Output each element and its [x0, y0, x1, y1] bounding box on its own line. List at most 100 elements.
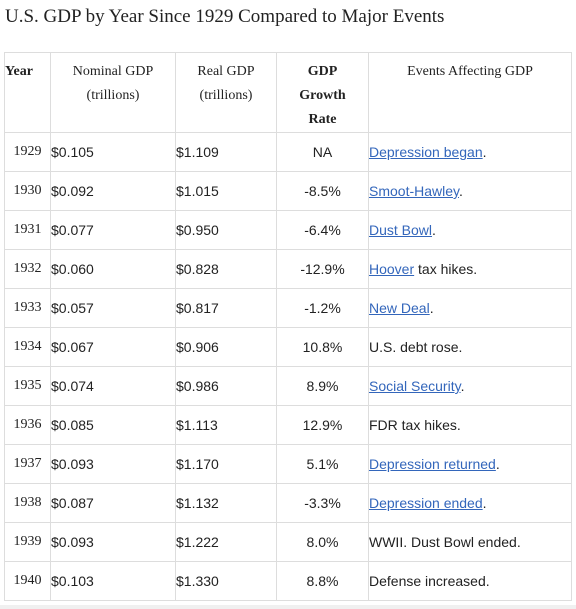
cell-year: 1938	[4, 483, 51, 523]
event-text: .	[482, 495, 487, 511]
event-link[interactable]: Depression ended	[369, 495, 483, 511]
cell-year: 1935	[4, 366, 51, 406]
cell-real-gdp: $1.330	[175, 561, 277, 601]
cell-year: 1936	[4, 405, 51, 445]
cell-real-gdp: $1.015	[175, 171, 277, 211]
cell-event: WWII. Dust Bowl ended.	[368, 522, 572, 562]
event-text: tax hikes.	[414, 261, 478, 277]
cell-event: Social Security.	[368, 366, 572, 406]
cell-event: U.S. debt rose.	[368, 327, 572, 367]
cell-real-gdp: $1.109	[175, 132, 277, 172]
header-events: Events Affecting GDP	[368, 52, 572, 133]
event-text: Defense increased.	[369, 573, 490, 589]
cell-event: Depression began.	[368, 132, 572, 172]
cell-nominal-gdp: $0.057	[50, 288, 176, 328]
header-year: Year	[4, 52, 51, 133]
cell-year: 1933	[4, 288, 51, 328]
page-title: U.S. GDP by Year Since 1929 Compared to …	[5, 6, 445, 27]
cell-growth-rate: -6.4%	[276, 210, 369, 250]
cell-growth-rate: 10.8%	[276, 327, 369, 367]
event-link[interactable]: Depression returned	[369, 456, 496, 472]
table-row: 1939 $0.093 $1.222 8.0% WWII. Dust Bowl ende…	[4, 522, 572, 562]
event-text: .	[432, 222, 436, 238]
cell-real-gdp: $0.828	[175, 249, 277, 289]
event-link[interactable]: Smoot-Hawley	[369, 183, 459, 199]
table-row: 1938 $0.087 $1.132 -3.3% Depression ended.	[4, 483, 572, 523]
cell-growth-rate: -1.2%	[276, 288, 369, 328]
cell-growth-rate: 8.8%	[276, 561, 369, 601]
event-text: .	[482, 144, 487, 160]
cell-nominal-gdp: $0.077	[50, 210, 176, 250]
event-link[interactable]: Hoover	[369, 261, 415, 277]
cell-year: 1929	[4, 132, 51, 172]
event-text: .	[495, 456, 500, 472]
cell-nominal-gdp: $0.093	[50, 444, 176, 484]
cell-event: Depression returned.	[368, 444, 572, 484]
header-real-gdp: Real GDP (trillions)	[175, 52, 277, 133]
cell-real-gdp: $0.986	[175, 366, 277, 406]
cell-event: Dust Bowl.	[368, 210, 572, 250]
cell-year: 1930	[4, 171, 51, 211]
event-link[interactable]: New Deal	[369, 300, 430, 316]
cell-year: 1937	[4, 444, 51, 484]
header-growth-rate: GDP Growth Rate	[276, 52, 369, 133]
cell-growth-rate: 5.1%	[276, 444, 369, 484]
cell-nominal-gdp: $0.060	[50, 249, 176, 289]
event-link[interactable]: Depression began	[369, 144, 483, 160]
cell-real-gdp: $1.132	[175, 483, 277, 523]
cell-real-gdp: $0.906	[175, 327, 277, 367]
cell-nominal-gdp: $0.103	[50, 561, 176, 601]
event-text: U.S. debt rose.	[369, 339, 463, 355]
event-text: .	[459, 183, 463, 199]
table-row: 1935 $0.074 $0.986 8.9% Social Security.	[4, 366, 572, 406]
cell-real-gdp: $1.222	[175, 522, 277, 562]
cell-real-gdp: $0.817	[175, 288, 277, 328]
cell-year: 1932	[4, 249, 51, 289]
cell-event: Hoover tax hikes.	[368, 249, 572, 289]
event-text: FDR tax hikes.	[369, 417, 461, 433]
event-text: WWII. Dust Bowl ended.	[369, 534, 521, 550]
cell-event: New Deal.	[368, 288, 572, 328]
cell-real-gdp: $1.113	[175, 405, 277, 445]
cell-nominal-gdp: $0.074	[50, 366, 176, 406]
table-row: 1933 $0.057 $0.817 -1.2% New Deal.	[4, 288, 572, 328]
cell-real-gdp: $0.950	[175, 210, 277, 250]
table-header-row: Year Nominal GDP (trillions) Real GDP (tri…	[4, 52, 572, 133]
table-row: 1931 $0.077 $0.950 -6.4% Dust Bowl.	[4, 210, 572, 250]
cell-nominal-gdp: $0.085	[50, 405, 176, 445]
cell-year: 1934	[4, 327, 51, 367]
event-text: .	[429, 300, 434, 316]
cell-growth-rate: -3.3%	[276, 483, 369, 523]
cell-growth-rate: 8.9%	[276, 366, 369, 406]
event-link[interactable]: Dust Bowl	[369, 222, 433, 238]
event-link[interactable]: Social Security	[369, 378, 461, 394]
cell-growth-rate: 8.0%	[276, 522, 369, 562]
cell-growth-rate: -8.5%	[276, 171, 369, 211]
table-row: 1940 $0.103 $1.330 8.8% Defense increased.	[4, 561, 572, 601]
table-row: 1937 $0.093 $1.170 5.1% Depression returned.	[4, 444, 572, 484]
cell-event: Defense increased.	[368, 561, 572, 601]
cell-nominal-gdp: $0.067	[50, 327, 176, 367]
cell-year: 1940	[4, 561, 51, 601]
table-row: 1934 $0.067 $0.906 10.8% U.S. debt rose.	[4, 327, 572, 367]
event-text: .	[460, 378, 465, 394]
cell-event: Smoot-Hawley.	[368, 171, 572, 211]
cell-growth-rate: 12.9%	[276, 405, 369, 445]
cell-event: FDR tax hikes.	[368, 405, 572, 445]
table-row: 1932 $0.060 $0.828 -12.9% Hoover tax hikes.	[4, 249, 572, 289]
table-row: 1936 $0.085 $1.113 12.9% FDR tax hikes.	[4, 405, 572, 445]
table-row: 1929 $0.105 $1.109 NA Depression began.	[4, 132, 572, 172]
cell-year: 1939	[4, 522, 51, 562]
cell-year: 1931	[4, 210, 51, 250]
cell-growth-rate: NA	[276, 132, 369, 172]
page-bottom-divider	[0, 605, 576, 609]
cell-growth-rate: -12.9%	[276, 249, 369, 289]
cell-nominal-gdp: $0.092	[50, 171, 176, 211]
cell-nominal-gdp: $0.105	[50, 132, 176, 172]
gdp-table: Year Nominal GDP (trillions) Real GDP (tri…	[4, 52, 572, 601]
cell-nominal-gdp: $0.087	[50, 483, 176, 523]
cell-event: Depression ended.	[368, 483, 572, 523]
cell-real-gdp: $1.170	[175, 444, 277, 484]
table-row: 1930 $0.092 $1.015 -8.5% Smoot-Hawley.	[4, 171, 572, 211]
cell-nominal-gdp: $0.093	[50, 522, 176, 562]
